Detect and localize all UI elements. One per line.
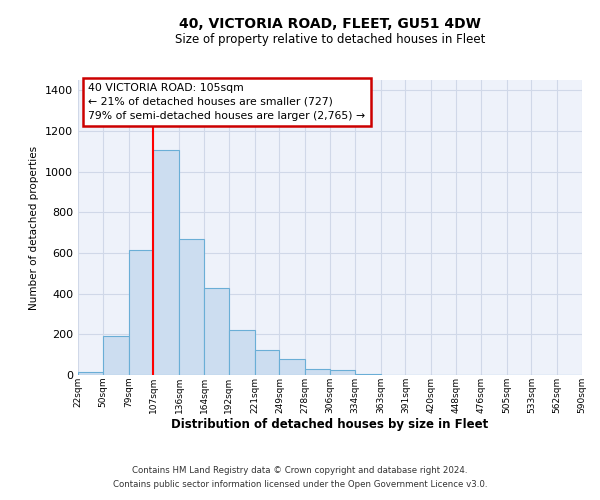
Bar <box>204 288 229 375</box>
Text: 40 VICTORIA ROAD: 105sqm
← 21% of detached houses are smaller (727)
79% of semi-: 40 VICTORIA ROAD: 105sqm ← 21% of detach… <box>88 83 365 121</box>
Bar <box>229 330 254 375</box>
Bar <box>355 374 380 375</box>
Bar <box>78 372 103 375</box>
Bar <box>280 358 305 375</box>
Bar <box>103 336 128 375</box>
Bar <box>154 150 179 375</box>
Bar <box>330 370 355 375</box>
Bar <box>254 350 280 375</box>
Text: Size of property relative to detached houses in Fleet: Size of property relative to detached ho… <box>175 32 485 46</box>
Bar <box>179 238 204 375</box>
Bar <box>128 250 154 375</box>
Text: 40, VICTORIA ROAD, FLEET, GU51 4DW: 40, VICTORIA ROAD, FLEET, GU51 4DW <box>179 18 481 32</box>
Y-axis label: Number of detached properties: Number of detached properties <box>29 146 40 310</box>
X-axis label: Distribution of detached houses by size in Fleet: Distribution of detached houses by size … <box>172 418 488 432</box>
Text: Contains public sector information licensed under the Open Government Licence v3: Contains public sector information licen… <box>113 480 487 489</box>
Bar <box>305 369 330 375</box>
Text: Contains HM Land Registry data © Crown copyright and database right 2024.: Contains HM Land Registry data © Crown c… <box>132 466 468 475</box>
